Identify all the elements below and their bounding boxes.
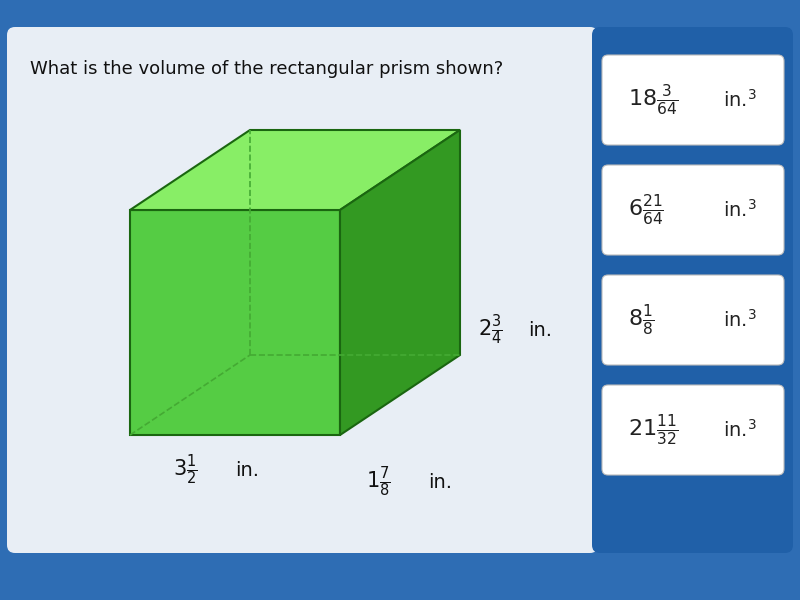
Text: $18\frac{3}{64}$: $18\frac{3}{64}$ [628, 83, 678, 118]
Text: in.: in. [528, 320, 552, 340]
Text: $3\frac{1}{2}$: $3\frac{1}{2}$ [173, 453, 198, 487]
Text: in.$^3$: in.$^3$ [723, 419, 757, 441]
FancyBboxPatch shape [592, 27, 793, 553]
Text: $8\frac{1}{8}$: $8\frac{1}{8}$ [628, 302, 654, 337]
Text: in.: in. [235, 461, 259, 479]
Text: in.$^3$: in.$^3$ [723, 89, 757, 111]
Text: $6\frac{21}{64}$: $6\frac{21}{64}$ [628, 193, 664, 227]
Text: $21\frac{11}{32}$: $21\frac{11}{32}$ [628, 413, 678, 448]
Text: $2\frac{3}{4}$: $2\frac{3}{4}$ [478, 313, 502, 347]
Text: $1\frac{7}{8}$: $1\frac{7}{8}$ [366, 465, 390, 499]
Polygon shape [340, 130, 460, 435]
FancyBboxPatch shape [602, 55, 784, 145]
Polygon shape [130, 130, 460, 210]
Text: in.$^3$: in.$^3$ [723, 199, 757, 221]
Polygon shape [130, 210, 340, 435]
Text: What is the volume of the rectangular prism shown?: What is the volume of the rectangular pr… [30, 60, 503, 78]
FancyBboxPatch shape [602, 275, 784, 365]
Text: in.$^3$: in.$^3$ [723, 309, 757, 331]
FancyBboxPatch shape [7, 27, 598, 553]
Text: in.: in. [428, 473, 452, 491]
FancyBboxPatch shape [602, 385, 784, 475]
FancyBboxPatch shape [602, 165, 784, 255]
